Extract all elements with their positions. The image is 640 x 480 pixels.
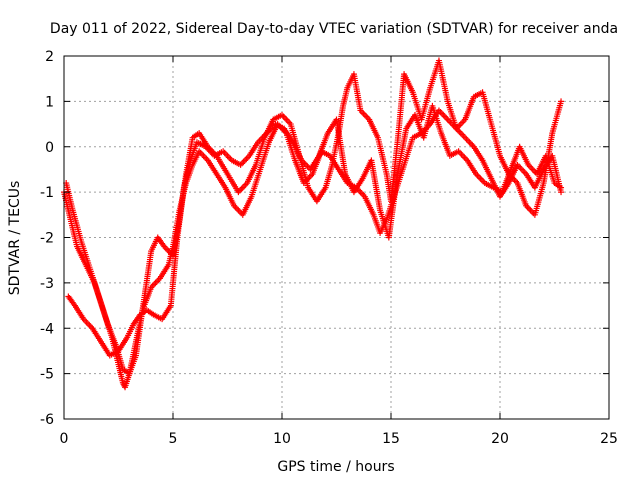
x-tick-label: 10 — [273, 431, 291, 447]
data-point-marker — [558, 184, 565, 191]
y-tick-label: -3 — [40, 276, 54, 292]
x-tick-label: 20 — [491, 431, 509, 447]
y-tick-label: 1 — [45, 94, 54, 110]
x-tick-label: 5 — [169, 431, 178, 447]
x-tick-label: 15 — [382, 431, 400, 447]
data-points — [61, 57, 565, 391]
y-tick-label: -6 — [40, 412, 54, 428]
chart-title: Day 011 of 2022, Sidereal Day-to-day VTE… — [50, 21, 618, 37]
y-tick-label: 2 — [45, 49, 54, 65]
y-tick-label: -1 — [40, 185, 54, 201]
y-tick-label: -5 — [40, 367, 54, 383]
y-tick-label: -2 — [40, 231, 54, 247]
x-axis-label: GPS time / hours — [277, 459, 394, 475]
grid — [64, 56, 609, 419]
axis-ticks: 0 5 10 15 20 25 -6 -5 -4 -3 -2 -1 0 1 2 — [40, 49, 618, 447]
y-axis-label: SDTVAR / TECUs — [7, 181, 23, 296]
data-point-marker — [558, 98, 565, 105]
y-tick-label: -4 — [40, 321, 54, 337]
x-tick-label: 0 — [60, 431, 69, 447]
x-tick-label: 25 — [600, 431, 618, 447]
series-track-c — [65, 102, 565, 359]
y-tick-label: 0 — [45, 140, 54, 156]
